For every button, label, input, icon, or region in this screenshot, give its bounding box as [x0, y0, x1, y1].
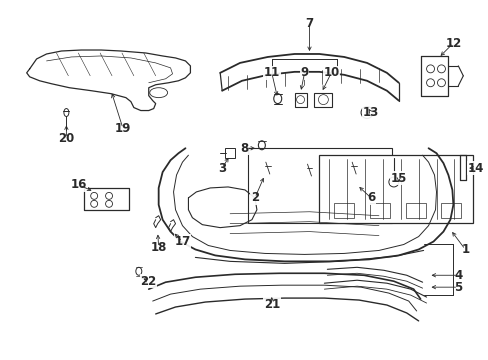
Text: 4: 4 — [453, 269, 462, 282]
Text: 14: 14 — [467, 162, 484, 175]
Bar — [314, 93, 332, 107]
Bar — [441, 203, 460, 218]
Circle shape — [365, 111, 368, 114]
Bar — [224, 148, 235, 158]
Text: 2: 2 — [250, 192, 259, 204]
Text: 18: 18 — [150, 241, 166, 254]
Text: 7: 7 — [305, 17, 313, 30]
Text: 8: 8 — [240, 142, 247, 155]
Text: 9: 9 — [300, 66, 308, 79]
Bar — [294, 93, 306, 107]
Text: 22: 22 — [141, 275, 157, 288]
Text: 1: 1 — [460, 243, 468, 256]
Text: 13: 13 — [362, 106, 378, 119]
Text: 3: 3 — [218, 162, 226, 175]
Bar — [405, 203, 425, 218]
Text: 20: 20 — [58, 132, 74, 145]
Bar — [247, 148, 391, 223]
Text: 21: 21 — [263, 297, 279, 311]
Bar — [334, 203, 353, 218]
Text: 16: 16 — [71, 179, 87, 192]
Bar — [369, 203, 389, 218]
Text: 15: 15 — [390, 171, 406, 185]
Bar — [319, 155, 472, 223]
Text: 12: 12 — [445, 37, 461, 50]
Text: 6: 6 — [366, 192, 374, 204]
Text: 17: 17 — [174, 235, 190, 248]
Text: 10: 10 — [323, 66, 339, 79]
Text: 11: 11 — [263, 66, 279, 79]
Text: 19: 19 — [115, 122, 131, 135]
Text: 5: 5 — [453, 281, 462, 294]
